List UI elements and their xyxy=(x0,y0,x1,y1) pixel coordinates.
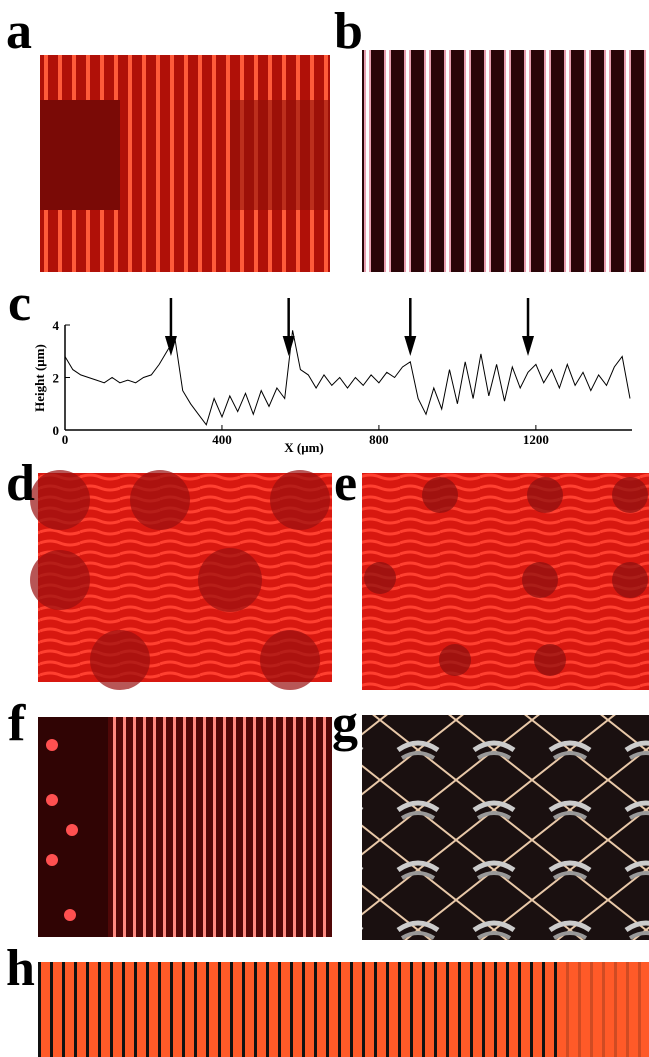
x-tick-label: 0 xyxy=(62,432,69,447)
panel-label: f xyxy=(8,695,26,752)
panel-b-image xyxy=(362,50,649,272)
panel-h-image xyxy=(38,962,649,1057)
panel-label: h xyxy=(6,940,35,997)
panel-label: d xyxy=(6,455,35,512)
arrow xyxy=(522,298,534,356)
panel-label: c xyxy=(8,275,31,332)
arrow xyxy=(283,298,295,356)
arrow xyxy=(165,298,177,356)
panel-e-image xyxy=(362,473,649,690)
panel-a-image xyxy=(40,55,330,272)
x-tick-label: 800 xyxy=(369,432,389,447)
y-tick-label: 0 xyxy=(53,423,60,438)
panel-label: e xyxy=(334,455,357,512)
arrow xyxy=(404,298,416,356)
panel-label: g xyxy=(332,695,358,752)
y-tick-label: 2 xyxy=(53,371,60,386)
panel-label: b xyxy=(334,3,363,60)
data-line xyxy=(65,330,630,425)
panel-d-image xyxy=(30,470,332,690)
panel-f-image xyxy=(38,717,332,937)
x-tick-label: 1200 xyxy=(523,432,549,447)
x-tick-label: 400 xyxy=(212,432,232,447)
x-axis-label: X (μm) xyxy=(284,440,324,455)
panel-label: a xyxy=(6,3,32,60)
y-axis-label: Height (μm) xyxy=(32,344,47,412)
figure: a b c d e f g h X (μm) Height (μm) 0 400 8… xyxy=(0,0,649,1057)
panel-g-image xyxy=(362,715,649,940)
y-tick-label: 4 xyxy=(53,318,60,333)
